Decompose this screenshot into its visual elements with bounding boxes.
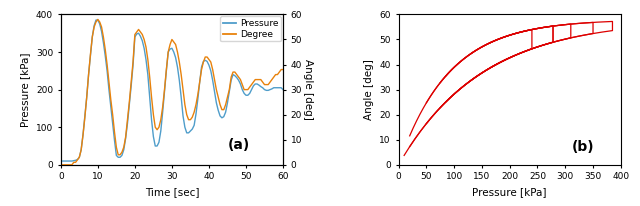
Legend: Pressure, Degree: Pressure, Degree	[220, 16, 281, 41]
X-axis label: Pressure [kPa]: Pressure [kPa]	[472, 187, 547, 197]
Text: (a): (a)	[227, 138, 250, 152]
Y-axis label: Angle [deg]: Angle [deg]	[303, 59, 313, 120]
Y-axis label: Angle [deg]: Angle [deg]	[364, 59, 374, 120]
Y-axis label: Pressure [kPa]: Pressure [kPa]	[20, 52, 30, 127]
Text: (b): (b)	[572, 140, 595, 154]
X-axis label: Time [sec]: Time [sec]	[145, 187, 199, 197]
